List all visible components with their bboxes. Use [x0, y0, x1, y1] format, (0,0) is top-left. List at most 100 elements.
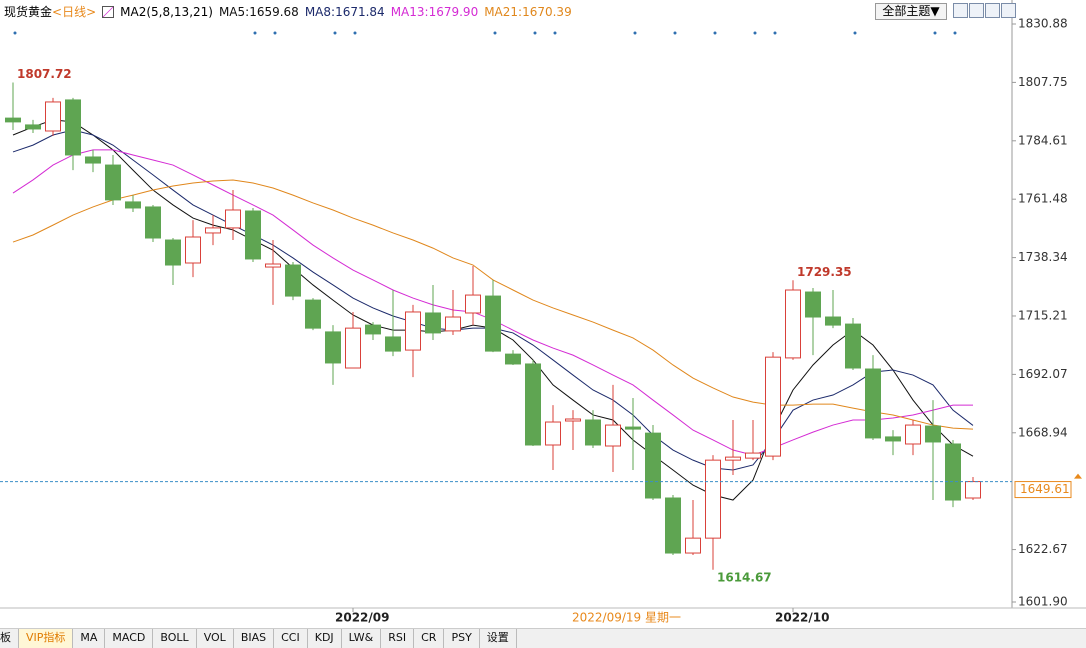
high-label: 1807.72	[17, 67, 72, 81]
candle-body	[565, 418, 581, 422]
candle-body	[885, 436, 901, 442]
y-tick-label: 1692.07	[1018, 367, 1068, 381]
indicator-tab[interactable]: BIAS	[234, 629, 275, 648]
indicator-toolbar: 板 VIP指标 MA MACD BOLL VOL BIAS CCI KDJ LW& RSI CR PSY…	[0, 628, 1086, 648]
indicator-tab[interactable]: RSI	[381, 629, 415, 648]
event-marker	[533, 31, 537, 35]
candle-body	[705, 459, 721, 539]
legend-entry: MA8:1671.84	[304, 5, 385, 19]
candle-body	[345, 327, 361, 369]
icon-button[interactable]	[985, 3, 1000, 18]
candle-body	[305, 299, 321, 329]
indicator: MA2(5,8,13,21)	[120, 5, 213, 19]
y-tick-label: 1784.61	[1018, 133, 1068, 147]
indicator-tab[interactable]: VIP指标	[19, 629, 74, 648]
candle-body	[265, 263, 281, 268]
event-marker	[753, 31, 757, 35]
high-label: 1729.35	[797, 265, 852, 279]
candle-body	[645, 432, 661, 499]
indicator-tab[interactable]: CCI	[274, 629, 308, 648]
indicator-tab[interactable]: KDJ	[308, 629, 342, 648]
indicator-tab[interactable]: VOL	[197, 629, 234, 648]
indicator-tab[interactable]: PSY	[444, 629, 480, 648]
price-label-box	[1014, 481, 1072, 499]
candle-body	[585, 419, 601, 446]
candle-body	[685, 537, 701, 554]
y-tick-label: 1622.67	[1018, 542, 1068, 556]
price-label: 1649.61	[1020, 482, 1070, 496]
event-marker	[553, 31, 557, 35]
candle-body	[65, 99, 81, 156]
candle-body	[825, 316, 841, 326]
candle-body	[865, 368, 881, 439]
candle-body	[845, 323, 861, 369]
y-tick-label: 1601.90	[1018, 595, 1068, 609]
legend-entry: MA5:1659.68	[218, 5, 299, 19]
legend-entry: MA13:1679.90	[390, 5, 479, 19]
candle-body	[145, 206, 161, 239]
candle-body	[625, 426, 641, 430]
ma-line	[12, 179, 974, 430]
price-marker	[1074, 473, 1082, 479]
crosshair-label: 2022/09/19 星期一	[572, 611, 681, 625]
indicator-tab[interactable]: MACD	[105, 629, 154, 648]
indicator-tab[interactable]: 板	[0, 629, 19, 648]
header: 现货黄金 <日线> MA2(5,8,13,21) MA5:1659.68 MA8:…	[4, 4, 572, 20]
icon-button[interactable]	[953, 3, 968, 18]
theme-button[interactable]: 全部主题▼	[875, 3, 947, 20]
candle-body	[785, 289, 801, 359]
indicator-tab[interactable]: 设置	[480, 629, 517, 648]
candle-body	[185, 236, 201, 264]
candle-body	[605, 424, 621, 447]
event-marker	[773, 31, 777, 35]
event-marker	[673, 31, 677, 35]
candle-body	[85, 156, 101, 164]
candle-body	[745, 452, 761, 459]
candle-body	[405, 311, 421, 351]
indicator-tab[interactable]: MA	[73, 629, 106, 648]
candle-body	[965, 481, 981, 499]
indicator-icon[interactable]	[102, 6, 115, 18]
candle-body	[45, 101, 61, 132]
y-tick-label: 1668.94	[1018, 425, 1068, 439]
candle-body	[725, 456, 741, 461]
chart: 2022/09/19 星期一 1830.88 1807.75 1784.61 1761…	[0, 0, 1086, 625]
indicator-tab[interactable]: LW&	[342, 629, 382, 648]
icon-button[interactable]	[1001, 3, 1016, 18]
event-marker	[273, 31, 277, 35]
candle-body	[525, 363, 541, 446]
candle-body	[165, 239, 181, 266]
indicator-tab[interactable]: CR	[414, 629, 445, 648]
icon-button[interactable]	[969, 3, 984, 18]
event-marker	[633, 31, 637, 35]
low-label: 1614.67	[717, 570, 772, 584]
indicator-tab[interactable]: BOLL	[153, 629, 197, 648]
period[interactable]: <日线>	[52, 5, 97, 19]
legend-entry: MA21:1670.39	[484, 5, 572, 19]
candle-body	[205, 227, 221, 234]
candle-body	[925, 425, 941, 443]
candle-body	[665, 497, 681, 554]
y-tick-label: 1830.88	[1018, 17, 1068, 31]
event-marker	[953, 31, 957, 35]
candle-body	[25, 124, 41, 130]
candle-body	[485, 295, 501, 352]
event-marker	[333, 31, 337, 35]
event-marker	[933, 31, 937, 35]
candle-body	[245, 210, 261, 260]
candle-body	[445, 316, 461, 332]
candle-body	[385, 336, 401, 352]
event-marker	[853, 31, 857, 35]
candle-body	[225, 209, 241, 229]
event-marker	[493, 31, 497, 35]
event-marker	[13, 31, 17, 35]
event-marker	[713, 31, 717, 35]
candle-body	[325, 331, 341, 364]
candle-body	[365, 324, 381, 335]
x-tick-label: 2022/10	[775, 611, 829, 625]
candle-body	[805, 291, 821, 318]
candle-body	[945, 443, 961, 501]
candle-body	[5, 117, 21, 123]
candle-body	[425, 312, 441, 334]
instrument: 现货黄金	[4, 5, 53, 19]
